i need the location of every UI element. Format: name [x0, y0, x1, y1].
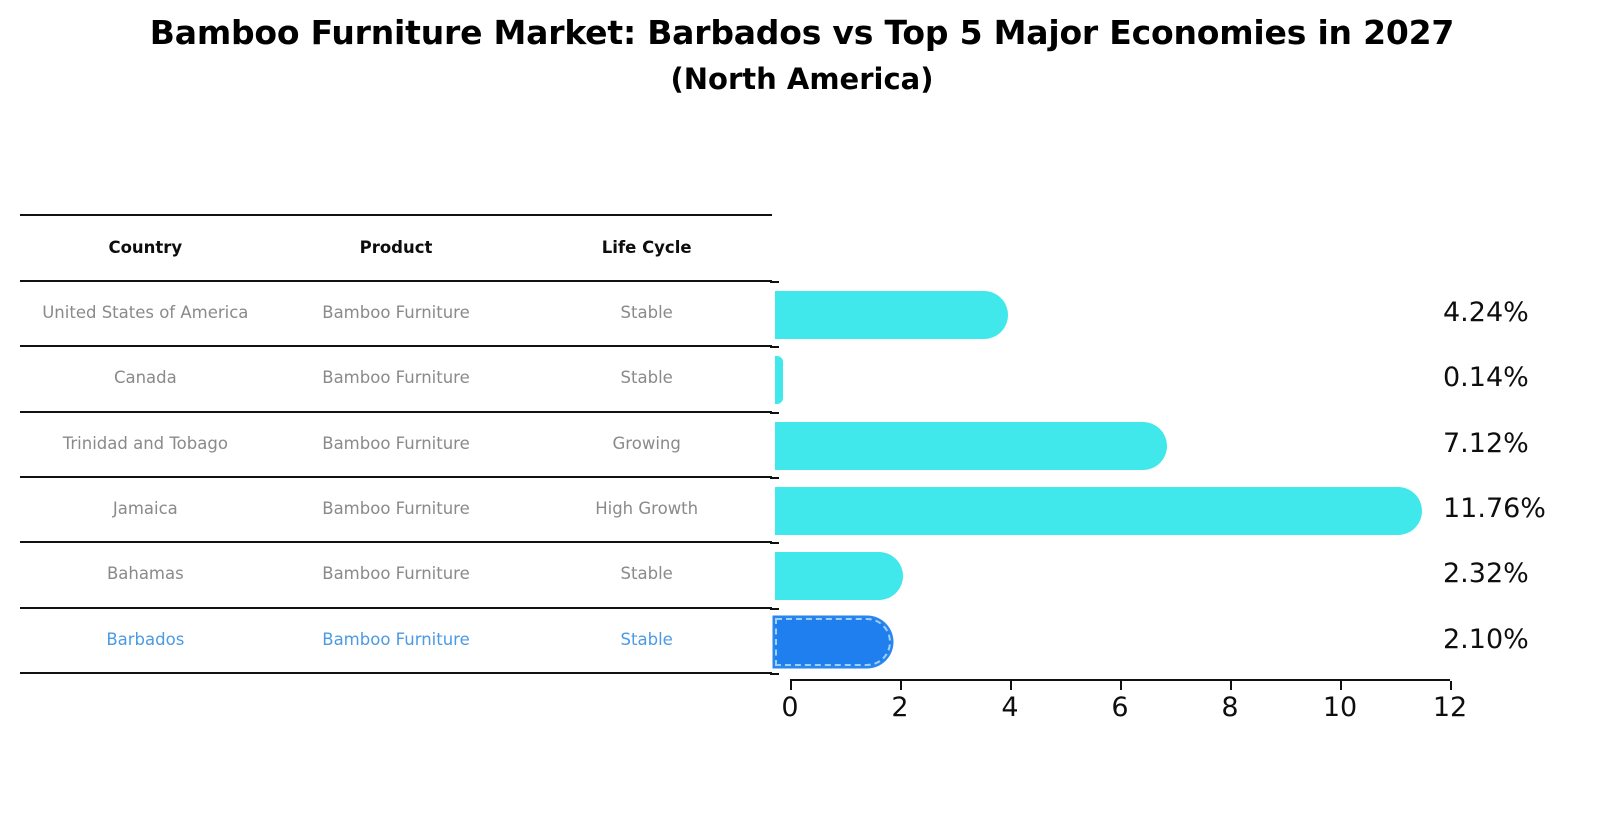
- bar-bahamas[interactable]: [775, 552, 903, 601]
- x-axis-tick-label: 4: [1001, 692, 1019, 723]
- product-cell: Bamboo Furniture: [322, 629, 470, 649]
- x-axis-tick: [1340, 681, 1342, 690]
- bar-trinidad-and-tobago[interactable]: [775, 421, 1167, 470]
- column-header-country: Country: [108, 237, 183, 257]
- bar-united-states-of-america[interactable]: [775, 291, 1009, 339]
- bar-value-label: 7.12%: [1443, 427, 1529, 459]
- column-header-life-cycle: Life Cycle: [601, 237, 692, 257]
- product-cell: Bamboo Furniture: [322, 368, 470, 388]
- table-rule: [20, 280, 772, 282]
- y-axis-tick: [770, 607, 779, 610]
- country-cell: United States of America: [42, 303, 249, 323]
- life-cycle-cell: Stable: [620, 303, 673, 323]
- product-cell: Bamboo Furniture: [322, 499, 470, 519]
- table-rule: [20, 410, 772, 413]
- x-axis-tick: [1230, 681, 1232, 690]
- life-cycle-cell: Stable: [620, 629, 673, 649]
- bar-value-label: 11.76%: [1443, 492, 1546, 524]
- table-header-row: Country Product Life Cycle: [20, 214, 772, 280]
- page-title: Bamboo Furniture Market: Barbados vs Top…: [149, 13, 1455, 52]
- table-rule: [20, 541, 772, 544]
- table-rule: [20, 214, 772, 216]
- x-axis-tick-label: 6: [1111, 692, 1129, 723]
- table-rule: [20, 671, 772, 674]
- x-axis-tick: [900, 681, 902, 690]
- life-cycle-cell: Stable: [620, 564, 673, 584]
- table-row[interactable]: Barbados Bamboo Furniture Stable: [20, 607, 772, 672]
- y-axis-tick: [770, 476, 779, 479]
- life-cycle-cell: High Growth: [595, 499, 699, 519]
- bar-value-label: 2.32%: [1443, 558, 1529, 590]
- table-row[interactable]: Jamaica Bamboo Furniture High Growth: [20, 476, 772, 541]
- x-axis-tick-label: 10: [1322, 692, 1358, 723]
- bar-value-label: 0.14%: [1443, 362, 1529, 394]
- bar-barbados[interactable]: [775, 617, 891, 666]
- table-row[interactable]: Bahamas Bamboo Furniture Stable: [20, 541, 772, 606]
- table-rule: [20, 606, 772, 609]
- y-axis-tick: [770, 411, 779, 414]
- x-axis-tick-label: 0: [781, 692, 799, 723]
- product-cell: Bamboo Furniture: [322, 303, 470, 323]
- x-axis-tick-label: 2: [891, 692, 909, 723]
- title-block: Bamboo Furniture Market: Barbados vs Top…: [0, 12, 1604, 98]
- country-cell: Bahamas: [106, 564, 184, 584]
- column-header-product: Product: [359, 237, 433, 257]
- x-axis-tick-label: 12: [1432, 692, 1468, 723]
- table-row[interactable]: Canada Bamboo Furniture Stable: [20, 345, 772, 410]
- life-cycle-cell: Growing: [612, 433, 681, 453]
- y-axis-tick: [770, 672, 779, 675]
- country-cell: Canada: [113, 368, 177, 388]
- country-cell: Barbados: [106, 629, 185, 649]
- bar-jamaica[interactable]: [775, 486, 1422, 535]
- x-axis-tick-label: 8: [1221, 692, 1239, 723]
- product-cell: Bamboo Furniture: [322, 433, 470, 453]
- table-row[interactable]: Trinidad and Tobago Bamboo Furniture Growi…: [20, 411, 772, 476]
- x-axis-tick: [1120, 681, 1122, 690]
- y-axis-tick: [770, 281, 779, 283]
- y-axis-tick: [770, 346, 779, 349]
- bar-value-label: 2.10%: [1443, 623, 1529, 655]
- table-rule: [20, 475, 772, 478]
- country-cell: Trinidad and Tobago: [62, 433, 228, 453]
- y-axis-tick: [770, 542, 779, 545]
- table-row[interactable]: United States of America Bamboo Furniture…: [20, 280, 772, 345]
- chart-subtitle: (North America): [670, 62, 934, 97]
- x-axis-tick: [790, 681, 792, 690]
- life-cycle-cell: Stable: [620, 368, 673, 388]
- bar-value-label: 4.24%: [1443, 297, 1529, 328]
- x-axis-tick: [1010, 681, 1012, 690]
- x-axis-tick: [1450, 681, 1452, 690]
- product-cell: Bamboo Furniture: [322, 564, 470, 584]
- x-axis-line: [790, 679, 1450, 681]
- table-rule: [20, 345, 772, 348]
- bar-canada[interactable]: [775, 356, 783, 405]
- country-cell: Jamaica: [112, 499, 178, 519]
